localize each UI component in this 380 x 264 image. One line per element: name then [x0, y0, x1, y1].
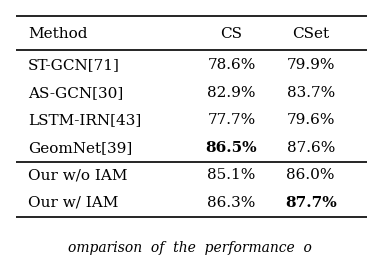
Text: Our w/o IAM: Our w/o IAM — [28, 168, 127, 182]
Text: 82.9%: 82.9% — [207, 86, 256, 100]
Text: 86.5%: 86.5% — [206, 141, 257, 155]
Text: ST-GCN[71]: ST-GCN[71] — [28, 58, 120, 72]
Text: omparison  of  the  performance  o: omparison of the performance o — [68, 241, 312, 255]
Text: 79.6%: 79.6% — [287, 113, 335, 127]
Text: 79.9%: 79.9% — [287, 58, 335, 72]
Text: 86.3%: 86.3% — [207, 196, 256, 210]
Text: 83.7%: 83.7% — [287, 86, 335, 100]
Text: 87.6%: 87.6% — [287, 141, 335, 155]
Text: LSTM-IRN[43]: LSTM-IRN[43] — [28, 113, 141, 127]
Text: CS: CS — [220, 27, 242, 41]
Text: 87.7%: 87.7% — [285, 196, 337, 210]
Text: GeomNet[39]: GeomNet[39] — [28, 141, 132, 155]
Text: 77.7%: 77.7% — [207, 113, 256, 127]
Text: 86.0%: 86.0% — [287, 168, 335, 182]
Text: 78.6%: 78.6% — [207, 58, 256, 72]
Text: CSet: CSet — [292, 27, 329, 41]
Text: Method: Method — [28, 27, 87, 41]
Text: 85.1%: 85.1% — [207, 168, 256, 182]
Text: Our w/ IAM: Our w/ IAM — [28, 196, 118, 210]
Text: AS-GCN[30]: AS-GCN[30] — [28, 86, 123, 100]
